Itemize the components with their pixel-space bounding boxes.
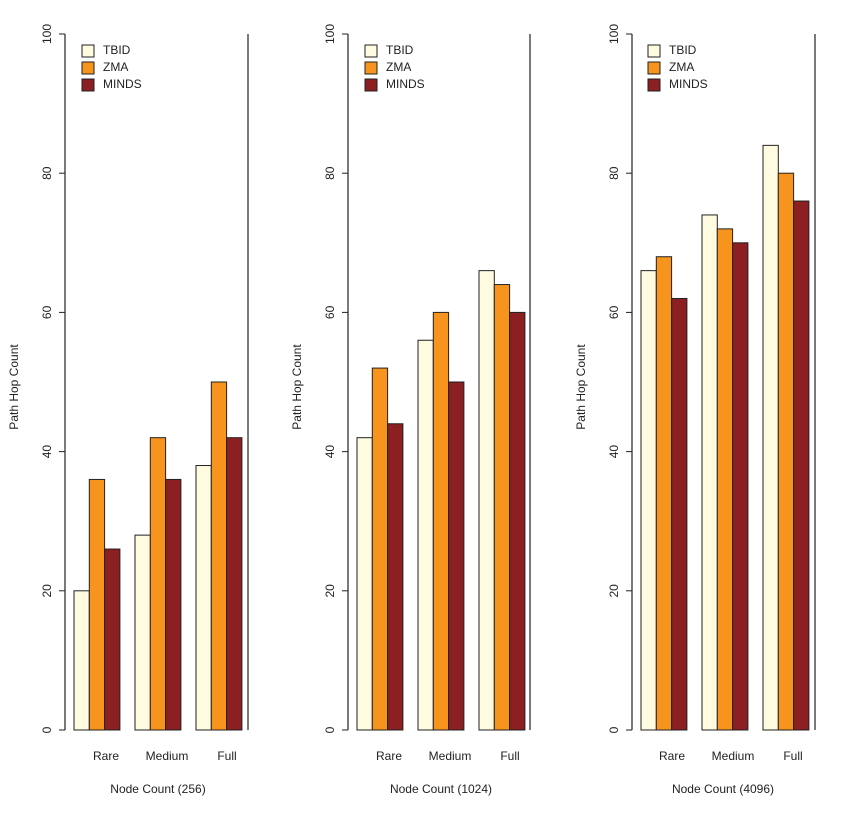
bar-minds-medium: [732, 242, 749, 731]
chart-panel-3: 0 20 40 60 80 100 Path Hop Count Rare Medium Full…: [574, 24, 816, 796]
y-tick-label: 60: [607, 305, 621, 319]
legend-label-tbid: TBID: [669, 43, 697, 57]
legend-label-minds: MINDS: [669, 77, 708, 91]
x-axis-title: Node Count (4096): [672, 782, 774, 796]
bar-minds-full: [793, 200, 810, 731]
y-tick-label: 0: [40, 726, 54, 733]
legend-swatch-zma: [647, 61, 661, 75]
legend-swatch-minds: [647, 78, 661, 92]
y-tick-label: 20: [323, 584, 337, 598]
bar-minds-medium: [448, 381, 465, 731]
y-tick-label: 60: [40, 305, 54, 319]
bar-tbid-medium: [701, 214, 718, 731]
chart-panel-2: 0 20 40 60 80 100 Path Hop Count Rare Medium Full…: [290, 24, 531, 796]
bar-tbid-full: [762, 144, 779, 731]
bar-zma-rare: [655, 256, 673, 731]
bar-tbid-rare: [73, 590, 90, 731]
bar-zma-full: [493, 284, 511, 731]
bar-zma-full: [777, 172, 795, 731]
y-axis-title: Path Hop Count: [574, 344, 588, 430]
bar-tbid-full: [195, 465, 212, 731]
legend-swatch-tbid: [647, 44, 661, 58]
legend-swatch-minds: [81, 78, 95, 92]
x-axis-title: Node Count (1024): [390, 782, 492, 796]
legend-swatch-zma: [81, 61, 95, 75]
y-tick-label: 60: [323, 305, 337, 319]
x-category-label: Rare: [376, 749, 402, 763]
x-category-label: Full: [500, 749, 519, 763]
legend-swatch-tbid: [81, 44, 95, 58]
x-category-label: Medium: [712, 749, 755, 763]
x-category-label: Medium: [146, 749, 189, 763]
bar-zma-rare: [371, 367, 389, 731]
x-category-label: Full: [217, 749, 236, 763]
bar-zma-medium: [149, 437, 167, 731]
y-tick-label: 100: [40, 24, 54, 44]
bar-tbid-full: [478, 270, 495, 731]
bar-minds-rare: [387, 423, 404, 731]
y-axis-title: Path Hop Count: [290, 344, 304, 430]
bar-minds-full: [226, 437, 243, 731]
x-category-label: Rare: [659, 749, 685, 763]
legend-swatch-zma: [364, 61, 378, 75]
legend-label-zma: ZMA: [386, 60, 411, 74]
y-tick-label: 40: [40, 445, 54, 459]
y-tick-label: 80: [607, 166, 621, 180]
y-tick-label: 0: [607, 726, 621, 733]
y-axis-title: Path Hop Count: [7, 344, 21, 430]
x-category-label: Rare: [93, 749, 119, 763]
bar-minds-rare: [671, 297, 688, 731]
legend-swatch-minds: [364, 78, 378, 92]
bar-tbid-rare: [640, 270, 657, 731]
legend-swatch-tbid: [364, 44, 378, 58]
y-tick-label: 0: [323, 726, 337, 733]
legend-label-minds: MINDS: [103, 77, 142, 91]
legend-label-minds: MINDS: [386, 77, 425, 91]
bar-tbid-medium: [417, 339, 434, 731]
chart-panel-1: 0 20 40 60 80 100 Path Hop Count Rare Medium Full…: [7, 24, 249, 796]
bar-minds-rare: [104, 548, 121, 731]
y-tick-label: 20: [607, 584, 621, 598]
y-tick-label: 100: [607, 24, 621, 44]
bar-zma-full: [210, 381, 228, 731]
y-tick-label: 40: [323, 445, 337, 459]
y-tick-label: 80: [323, 166, 337, 180]
x-axis-title: Node Count (256): [110, 782, 205, 796]
bar-minds-medium: [165, 478, 182, 731]
legend-label-tbid: TBID: [103, 43, 131, 57]
y-tick-label: 80: [40, 166, 54, 180]
bar-tbid-rare: [356, 437, 373, 731]
bar-zma-medium: [432, 311, 450, 731]
x-category-label: Full: [783, 749, 802, 763]
y-tick-label: 40: [607, 445, 621, 459]
bar-tbid-medium: [134, 534, 151, 731]
legend-label-tbid: TBID: [386, 43, 414, 57]
bar-zma-rare: [88, 478, 106, 731]
legend-label-zma: ZMA: [103, 60, 128, 74]
bar-minds-full: [509, 311, 526, 731]
legend-label-zma: ZMA: [669, 60, 694, 74]
x-category-label: Medium: [429, 749, 472, 763]
bar-zma-medium: [716, 228, 734, 731]
y-tick-label: 20: [40, 584, 54, 598]
y-tick-label: 100: [323, 24, 337, 44]
